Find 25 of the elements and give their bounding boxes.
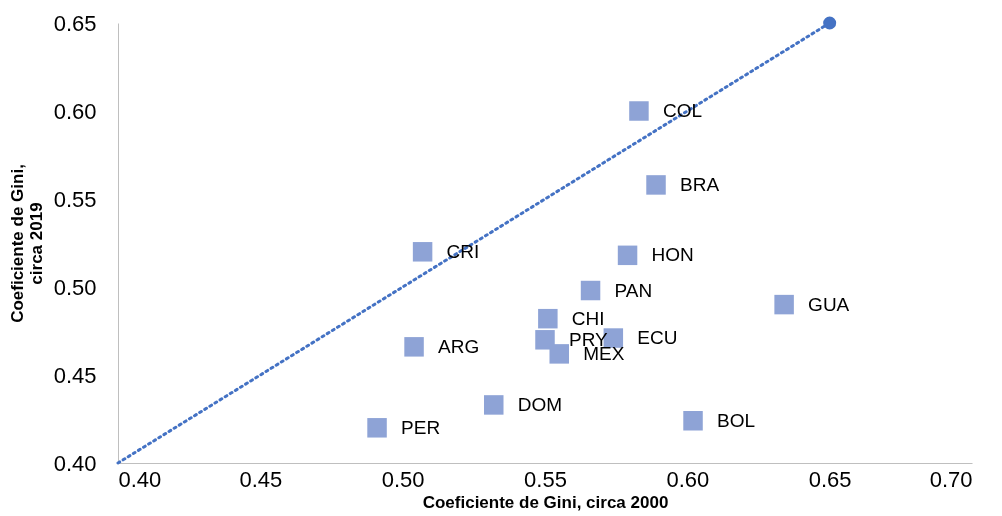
x-tick-label: 0.40 [118,466,162,492]
x-tick-label: 0.70 [929,466,973,492]
x-tick-label: 0.60 [666,466,710,492]
y-tick-label: 0.50 [53,274,97,300]
y-axis-title: Coeficiente de Gini, circa 2019 [7,164,46,323]
annotation: CHI [571,307,605,329]
y-tick-label: 0.40 [53,450,97,476]
x-axis-title: Coeficiente de Gini, circa 2000 [422,492,669,512]
y-tick-label: 0.65 [53,10,97,36]
y-tick-label: 0.45 [53,362,97,388]
annotation: ARG [438,335,480,357]
annotation: GUA [808,293,850,315]
annotation: DOM [517,393,563,415]
annotation: ECU [637,327,678,349]
annotation: PAN [614,279,653,301]
y-tick-label: 0.60 [53,98,97,124]
y-tick-label: 0.55 [53,186,97,212]
annotation: BOL [717,409,756,431]
x-tick-label: 0.50 [381,466,425,492]
x-tick-label: 0.55 [524,466,567,492]
annotation: BRA [680,173,720,195]
x-tick-label: 0.45 [239,466,283,492]
annotation: HON [651,244,694,266]
annotation: PER [401,416,441,438]
x-tick-label: 0.65 [808,466,852,492]
